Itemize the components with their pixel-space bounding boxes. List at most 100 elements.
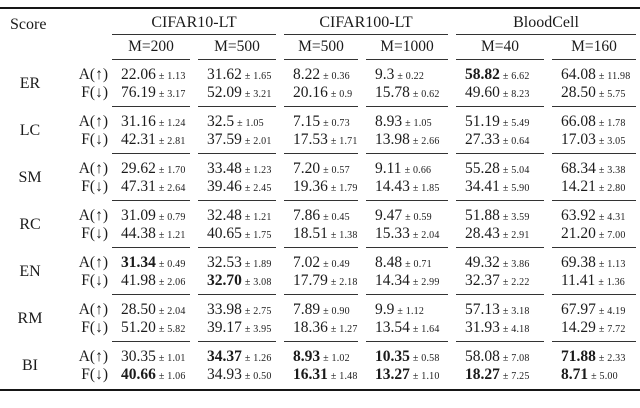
metric-label: A(↑) — [78, 66, 108, 83]
metric-label: A(↑) — [78, 160, 108, 177]
accuracy-row-en: EN A(↑) 31.34 ± 0.49 32.53 ± 1.89 7.02 ± 0.49 8.… — [0, 248, 640, 280]
std-dev: ± 2.04 — [412, 230, 440, 241]
std-dev: ± 0.22 — [397, 71, 425, 82]
value-cell: 9.11 ± 0.66 — [362, 154, 452, 178]
forgetting-row-er: F(↓) 76.19 ± 3.17 52.09 ± 3.21 20.16 ± 0.9 15.7… — [0, 84, 640, 107]
metric-value: 64.08 — [561, 66, 596, 83]
m-header-bloodcell-m160: M=160 — [548, 35, 640, 60]
std-dev: ± 5.75 — [598, 89, 626, 100]
value-cell: 8.71 ± 5.00 — [548, 366, 640, 390]
m-header-label: M=500 — [198, 38, 276, 60]
metric-label: F(↓) — [81, 225, 108, 242]
m-header-cifar10-m200: M=200 — [108, 35, 194, 60]
std-dev: ± 4.19 — [598, 306, 626, 317]
value-cell: 51.20 ± 5.82 — [108, 319, 194, 342]
std-dev: ± 1.75 — [244, 230, 272, 241]
metric-value: 30.35 — [121, 348, 156, 365]
std-dev: ± 8.23 — [502, 89, 530, 100]
value-cell: 29.62 ± 1.70 — [108, 154, 194, 178]
std-dev: ± 0.71 — [405, 259, 432, 270]
std-dev: ± 6.62 — [502, 71, 530, 82]
value-cell: 9.47 ± 0.59 — [362, 201, 452, 225]
metric-value: 31.93 — [465, 319, 500, 336]
metric-value: 9.3 — [375, 66, 395, 83]
std-dev: ± 1.10 — [412, 371, 440, 382]
std-dev: ± 5.82 — [158, 324, 186, 335]
metric-value: 17.53 — [293, 131, 328, 148]
std-dev: ± 1.06 — [158, 371, 186, 382]
metric-value: 31.09 — [121, 207, 156, 224]
std-dev: ± 0.66 — [404, 165, 432, 176]
results-table: Score CIFAR10-LT CIFAR100-LT BloodCell M… — [0, 7, 640, 391]
results-body: ER A(↑) 22.06 ± 1.13 31.62 ± 1.65 8.22 ± 0.36 9.… — [0, 60, 640, 390]
metric-value: 20.16 — [293, 84, 328, 101]
value-cell: 31.34 ± 0.49 — [108, 248, 194, 272]
metric-label: A(↑) — [78, 348, 108, 365]
value-cell: 20.16 ± 0.9 — [280, 84, 362, 107]
std-dev: ± 1.79 — [330, 183, 358, 194]
metric-value: 52.09 — [207, 84, 242, 101]
value-cell: 18.36 ± 1.27 — [280, 319, 362, 342]
std-dev: ± 3.18 — [502, 306, 530, 317]
value-cell: 15.33 ± 2.04 — [362, 225, 452, 248]
metric-value: 8.93 — [375, 113, 403, 130]
score-label: BI — [22, 356, 38, 374]
forgetting-row-rc: F(↓) 44.38 ± 1.21 40.65 ± 1.75 18.51 ± 1.38 15.… — [0, 225, 640, 248]
accuracy-row-lc: LC A(↑) 31.16 ± 1.24 32.5 ± 1.05 7.15 ± 0.73 8.9… — [0, 107, 640, 139]
metric-value: 58.82 — [465, 66, 500, 83]
value-cell: 8.48 ± 0.71 — [362, 248, 452, 272]
std-dev: ± 3.95 — [244, 324, 272, 335]
value-cell: 28.50 ± 2.04 — [108, 295, 194, 319]
metric-label: F(↓) — [81, 84, 108, 101]
metric-value: 10.35 — [375, 348, 410, 365]
value-cell: 13.98 ± 2.66 — [362, 131, 452, 154]
metric-value: 49.60 — [465, 84, 500, 101]
std-dev: ± 0.57 — [323, 165, 350, 176]
group-header-bloodcell-label: BloodCell — [456, 14, 636, 35]
metric-value: 14.34 — [375, 272, 410, 289]
metric-column-spacer — [60, 8, 108, 35]
metric-value: 42.31 — [121, 131, 156, 148]
value-cell: 28.43 ± 2.91 — [452, 225, 548, 248]
std-dev: ± 5.49 — [502, 118, 530, 129]
metric-value: 39.17 — [207, 319, 242, 336]
value-cell: 47.31 ± 2.64 — [108, 178, 194, 201]
std-dev: ± 1.01 — [158, 353, 186, 364]
value-cell: 57.13 ± 3.18 — [452, 295, 548, 319]
std-dev: ± 7.08 — [502, 353, 530, 364]
metric-value: 76.19 — [121, 84, 156, 101]
std-dev: ± 2.66 — [412, 136, 440, 147]
metric-value: 22.06 — [121, 66, 156, 83]
metric-label: A(↑) — [78, 113, 108, 130]
score-header-spacer — [0, 35, 60, 60]
value-cell: 10.35 ± 0.58 — [362, 342, 452, 366]
value-cell: 7.15 ± 0.73 — [280, 107, 362, 131]
std-dev: ± 2.06 — [158, 277, 186, 288]
std-dev: ± 5.00 — [591, 371, 618, 382]
std-dev: ± 2.99 — [412, 277, 440, 288]
forgetting-row-lc: F(↓) 42.31 ± 2.81 37.59 ± 2.01 17.53 ± 1.71 13.… — [0, 131, 640, 154]
m-header-label: M=1000 — [366, 38, 448, 60]
metric-value: 14.21 — [561, 178, 596, 195]
value-cell: 31.16 ± 1.24 — [108, 107, 194, 131]
value-cell: 40.66 ± 1.06 — [108, 366, 194, 390]
std-dev: ± 0.58 — [412, 353, 440, 364]
std-dev: ± 1.65 — [244, 71, 272, 82]
metric-value: 9.9 — [375, 301, 395, 318]
metric-label: F(↓) — [81, 178, 108, 195]
value-cell: 13.54 ± 1.64 — [362, 319, 452, 342]
value-cell: 49.60 ± 8.23 — [452, 84, 548, 107]
accuracy-row-rc: RC A(↑) 31.09 ± 0.79 32.48 ± 1.21 7.86 ± 0.45 9.… — [0, 201, 640, 233]
value-cell: 39.46 ± 2.45 — [194, 178, 280, 201]
metric-value: 8.93 — [293, 348, 321, 365]
metric-value: 29.62 — [121, 160, 156, 177]
m-header-label: M=160 — [552, 38, 636, 60]
metric-value: 21.20 — [561, 225, 596, 242]
value-cell: 22.06 ± 1.13 — [108, 60, 194, 84]
value-cell: 14.29 ± 7.72 — [548, 319, 640, 342]
value-cell: 16.31 ± 1.48 — [280, 366, 362, 390]
metric-value: 39.46 — [207, 178, 242, 195]
std-dev: ± 3.59 — [502, 212, 530, 223]
forgetting-row-sm: F(↓) 47.31 ± 2.64 39.46 ± 2.45 19.36 ± 1.79 14.… — [0, 178, 640, 201]
value-cell: 13.27 ± 1.10 — [362, 366, 452, 390]
